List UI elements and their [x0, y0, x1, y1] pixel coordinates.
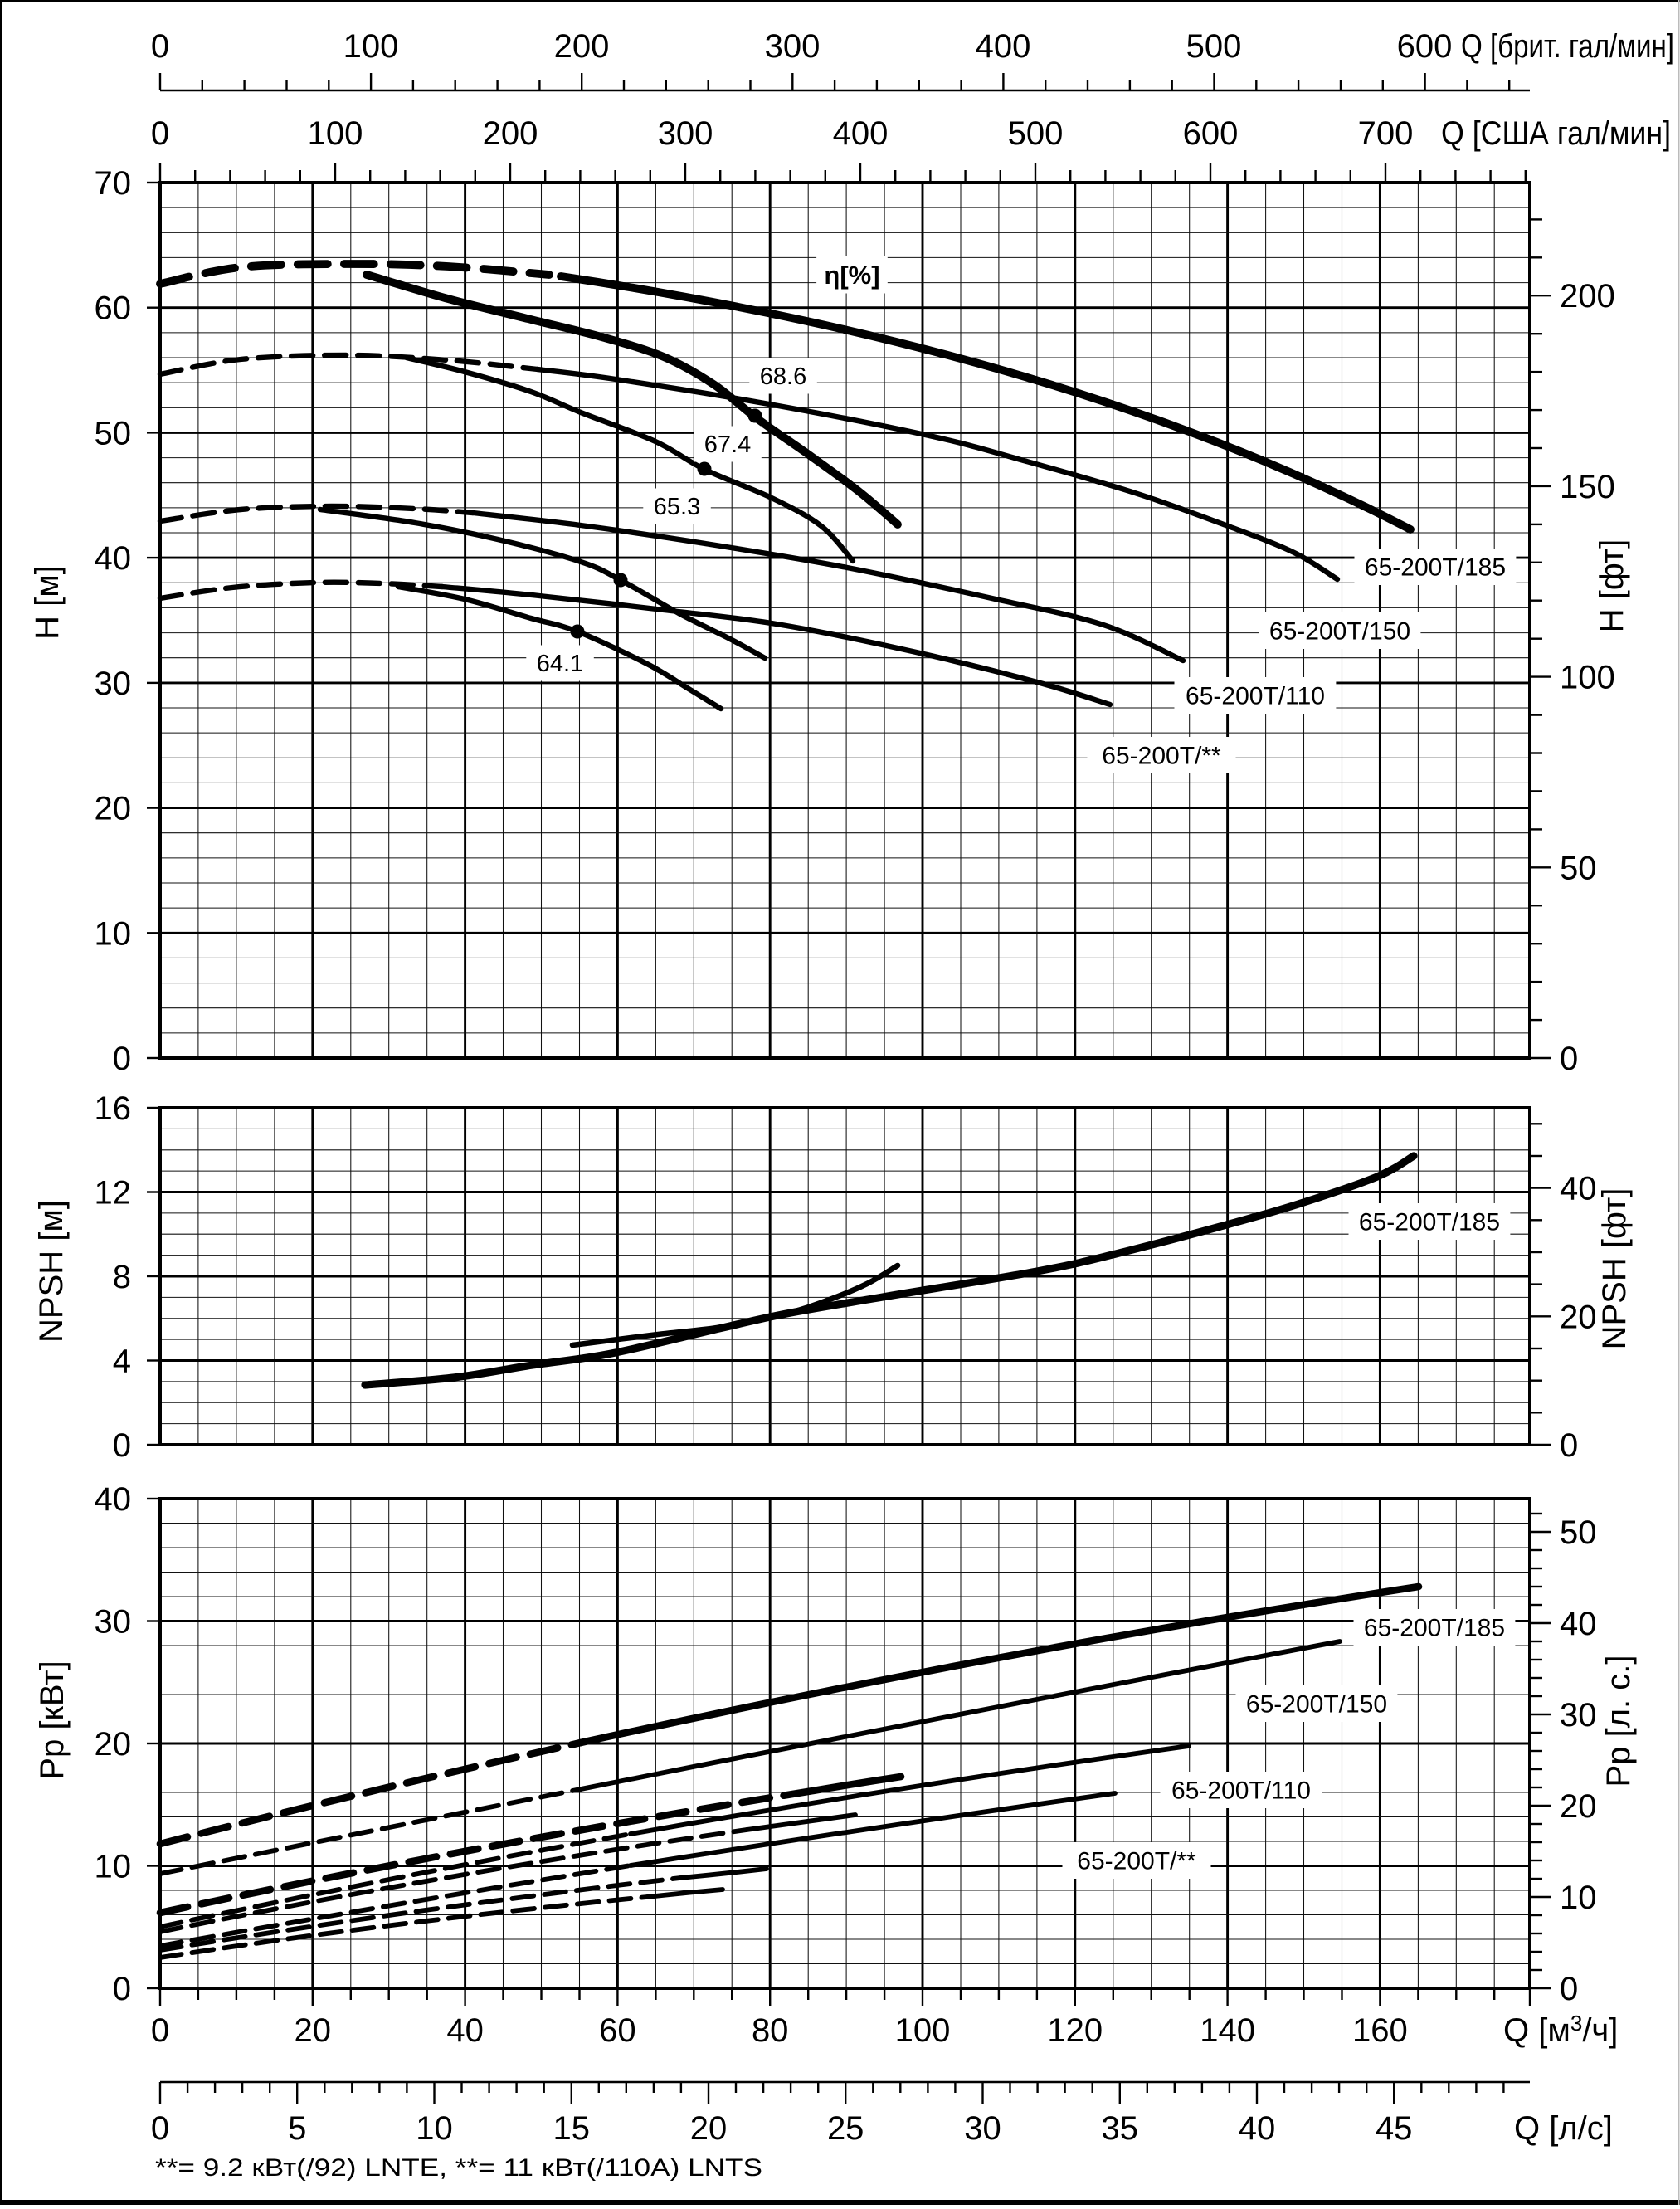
svg-text:10: 10	[95, 1849, 132, 1885]
svg-text:100: 100	[895, 2012, 951, 2049]
svg-text:70: 70	[95, 165, 132, 202]
svg-text:30: 30	[95, 666, 132, 702]
svg-text:400: 400	[976, 28, 1031, 65]
svg-text:67.4: 67.4	[704, 432, 751, 458]
svg-text:500: 500	[1186, 28, 1242, 65]
svg-text:40: 40	[1239, 2110, 1276, 2147]
svg-text:4: 4	[113, 1343, 131, 1380]
svg-text:65-200T/**: 65-200T/**	[1077, 1848, 1196, 1875]
svg-text:300: 300	[765, 28, 821, 65]
svg-text:NPSH [м]: NPSH [м]	[33, 1200, 70, 1343]
svg-text:64.1: 64.1	[537, 651, 583, 677]
svg-text:50: 50	[95, 415, 132, 451]
svg-text:40: 40	[446, 2012, 484, 2049]
svg-text:0: 0	[151, 28, 169, 65]
svg-text:0: 0	[151, 115, 169, 152]
svg-text:40: 40	[1560, 1606, 1597, 1642]
svg-text:300: 300	[658, 115, 713, 152]
svg-text:65-200T/110: 65-200T/110	[1171, 1777, 1311, 1805]
svg-text:100: 100	[1560, 660, 1615, 696]
svg-text:20: 20	[1560, 1788, 1597, 1825]
svg-text:10: 10	[95, 915, 132, 952]
svg-text:65-200T/150: 65-200T/150	[1269, 618, 1410, 646]
svg-text:35: 35	[1102, 2110, 1139, 2147]
svg-text:160: 160	[1352, 2012, 1408, 2049]
svg-text:65-200T/185: 65-200T/185	[1364, 1615, 1505, 1642]
svg-text:10: 10	[1560, 1880, 1597, 1916]
svg-text:0: 0	[1560, 1971, 1578, 2007]
svg-text:200: 200	[554, 28, 610, 65]
svg-text:50: 50	[1560, 1514, 1597, 1551]
svg-text:16: 16	[95, 1090, 132, 1127]
svg-text:30: 30	[95, 1604, 132, 1641]
svg-text:**= 9.2 кВт(/92) LNTE, **= 1: **= 9.2 кВт(/92) LNTE, **= 11 кВт(/110A)…	[155, 2154, 762, 2182]
svg-text:40: 40	[1560, 1171, 1597, 1207]
svg-text:40: 40	[95, 540, 132, 577]
svg-text:0: 0	[113, 1971, 131, 2007]
svg-text:10: 10	[416, 2110, 453, 2147]
svg-text:400: 400	[833, 115, 889, 152]
svg-text:0: 0	[1560, 1427, 1578, 1464]
svg-text:Q [брит. гал/мин]: Q [брит. гал/мин]	[1461, 28, 1674, 65]
svg-text:65-200T/150: 65-200T/150	[1246, 1691, 1387, 1719]
svg-text:30: 30	[964, 2110, 1001, 2147]
svg-text:200: 200	[1560, 278, 1615, 315]
svg-text:H [м]: H [м]	[29, 565, 66, 640]
svg-text:500: 500	[1008, 115, 1064, 152]
svg-text:20: 20	[95, 1726, 132, 1763]
svg-text:60: 60	[95, 290, 132, 327]
svg-text:65.3: 65.3	[654, 494, 700, 520]
svg-text:30: 30	[1560, 1697, 1597, 1734]
svg-text:15: 15	[553, 2110, 591, 2147]
svg-text:5: 5	[288, 2110, 306, 2147]
svg-text:600: 600	[1397, 28, 1453, 65]
svg-text:100: 100	[343, 28, 399, 65]
svg-text:40: 40	[95, 1481, 132, 1518]
svg-text:600: 600	[1183, 115, 1239, 152]
svg-text:Pp [кВт]: Pp [кВт]	[34, 1660, 71, 1779]
svg-text:60: 60	[599, 2012, 636, 2049]
svg-text:65-200T/110: 65-200T/110	[1186, 683, 1325, 710]
svg-text:140: 140	[1200, 2012, 1255, 2049]
svg-text:20: 20	[690, 2110, 728, 2147]
svg-text:80: 80	[752, 2012, 789, 2049]
svg-text:700: 700	[1358, 115, 1414, 152]
svg-text:η[%]: η[%]	[824, 261, 879, 290]
svg-text:65-200T/**: 65-200T/**	[1102, 743, 1221, 770]
svg-text:120: 120	[1047, 2012, 1103, 2049]
svg-text:20: 20	[295, 2012, 332, 2049]
svg-text:Q [м3/ч]: Q [м3/ч]	[1503, 2011, 1618, 2049]
svg-text:65-200T/185: 65-200T/185	[1359, 1209, 1500, 1236]
svg-text:0: 0	[113, 1427, 131, 1464]
svg-text:200: 200	[483, 115, 538, 152]
svg-text:25: 25	[827, 2110, 864, 2147]
svg-text:20: 20	[95, 791, 132, 827]
svg-text:0: 0	[151, 2110, 169, 2147]
svg-text:0: 0	[151, 2012, 169, 2049]
svg-text:20: 20	[1560, 1299, 1597, 1335]
svg-text:12: 12	[95, 1175, 132, 1212]
svg-text:100: 100	[308, 115, 363, 152]
svg-text:65-200T/185: 65-200T/185	[1365, 554, 1506, 582]
svg-text:Q [США гал/мин]: Q [США гал/мин]	[1441, 115, 1671, 152]
svg-text:0: 0	[113, 1041, 131, 1077]
svg-text:68.6: 68.6	[760, 363, 806, 390]
svg-text:8: 8	[113, 1259, 131, 1295]
svg-text:H [фт]: H [фт]	[1594, 539, 1630, 633]
svg-text:Q [л/с]: Q [л/с]	[1514, 2110, 1613, 2147]
svg-text:150: 150	[1560, 469, 1615, 505]
svg-text:Pp [л. с.]: Pp [л. с.]	[1600, 1656, 1637, 1787]
svg-text:50: 50	[1560, 850, 1597, 886]
svg-text:NPSH [фт]: NPSH [фт]	[1596, 1188, 1633, 1350]
svg-text:0: 0	[1560, 1041, 1578, 1077]
svg-text:45: 45	[1376, 2110, 1413, 2147]
